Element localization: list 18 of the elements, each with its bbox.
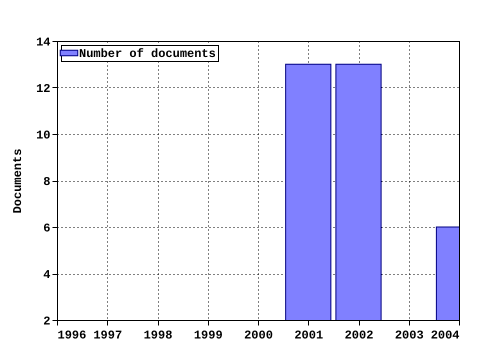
x-tick-label: 1996 <box>58 328 86 342</box>
x-tick-label: 1998 <box>144 328 172 342</box>
x-tick-label: 1997 <box>93 328 122 342</box>
x-tick-label: 2001 <box>294 328 324 342</box>
x-tick-label: 2004 <box>430 328 460 342</box>
y-tick-label: 12 <box>36 82 50 96</box>
y-axis-title: Documents <box>11 148 26 214</box>
y-tick-label: 10 <box>36 128 50 142</box>
x-tick-label: 2000 <box>244 328 273 342</box>
x-tick-label: 1999 <box>194 328 223 342</box>
y-tick-label: 14 <box>36 36 50 50</box>
legend-label: Number of documents <box>79 47 216 61</box>
x-tick-label: 2002 <box>344 328 374 342</box>
y-tick-label: 4 <box>43 268 50 282</box>
y-tick-label: 2 <box>43 314 50 328</box>
x-tick-label: 2003 <box>394 328 424 342</box>
y-tick-label: 8 <box>43 175 50 189</box>
y-tick-label: 6 <box>43 222 50 236</box>
